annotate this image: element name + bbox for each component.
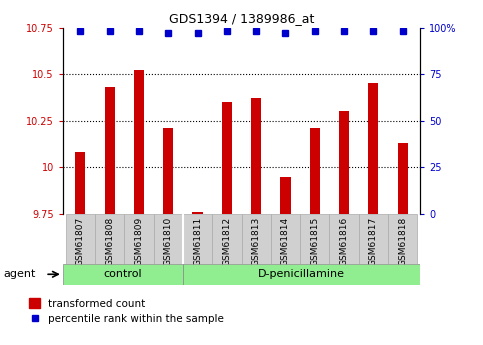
Text: GSM61808: GSM61808 bbox=[105, 216, 114, 266]
Bar bbox=[222, 102, 232, 214]
Bar bbox=[104, 87, 115, 214]
FancyBboxPatch shape bbox=[124, 214, 154, 264]
Text: GSM61807: GSM61807 bbox=[76, 216, 85, 266]
FancyBboxPatch shape bbox=[183, 264, 420, 285]
Legend: transformed count, percentile rank within the sample: transformed count, percentile rank withi… bbox=[29, 298, 224, 324]
FancyBboxPatch shape bbox=[212, 214, 242, 264]
Text: GSM61813: GSM61813 bbox=[252, 216, 261, 266]
Text: GSM61818: GSM61818 bbox=[398, 216, 407, 266]
FancyBboxPatch shape bbox=[359, 214, 388, 264]
Text: GSM61809: GSM61809 bbox=[134, 216, 143, 266]
FancyBboxPatch shape bbox=[95, 214, 124, 264]
Bar bbox=[163, 128, 173, 214]
FancyBboxPatch shape bbox=[66, 214, 95, 264]
FancyBboxPatch shape bbox=[183, 214, 212, 264]
Text: control: control bbox=[103, 269, 142, 279]
Text: GSM61817: GSM61817 bbox=[369, 216, 378, 266]
Bar bbox=[134, 70, 144, 214]
FancyBboxPatch shape bbox=[388, 214, 417, 264]
Bar bbox=[368, 83, 379, 214]
Bar bbox=[251, 98, 261, 214]
Text: GSM61814: GSM61814 bbox=[281, 216, 290, 266]
Text: D-penicillamine: D-penicillamine bbox=[258, 269, 345, 279]
FancyBboxPatch shape bbox=[154, 214, 183, 264]
Bar bbox=[339, 111, 349, 214]
Bar bbox=[192, 212, 203, 214]
FancyBboxPatch shape bbox=[63, 264, 183, 285]
Text: GSM61816: GSM61816 bbox=[340, 216, 349, 266]
Bar bbox=[310, 128, 320, 214]
Text: agent: agent bbox=[3, 269, 36, 279]
FancyBboxPatch shape bbox=[300, 214, 329, 264]
FancyBboxPatch shape bbox=[329, 214, 359, 264]
Bar bbox=[75, 152, 85, 214]
Bar bbox=[398, 143, 408, 214]
Text: GSM61812: GSM61812 bbox=[222, 216, 231, 266]
Text: GSM61810: GSM61810 bbox=[164, 216, 173, 266]
Bar bbox=[280, 177, 291, 214]
FancyBboxPatch shape bbox=[271, 214, 300, 264]
Text: GSM61811: GSM61811 bbox=[193, 216, 202, 266]
Title: GDS1394 / 1389986_at: GDS1394 / 1389986_at bbox=[169, 12, 314, 25]
FancyBboxPatch shape bbox=[242, 214, 271, 264]
Text: GSM61815: GSM61815 bbox=[310, 216, 319, 266]
